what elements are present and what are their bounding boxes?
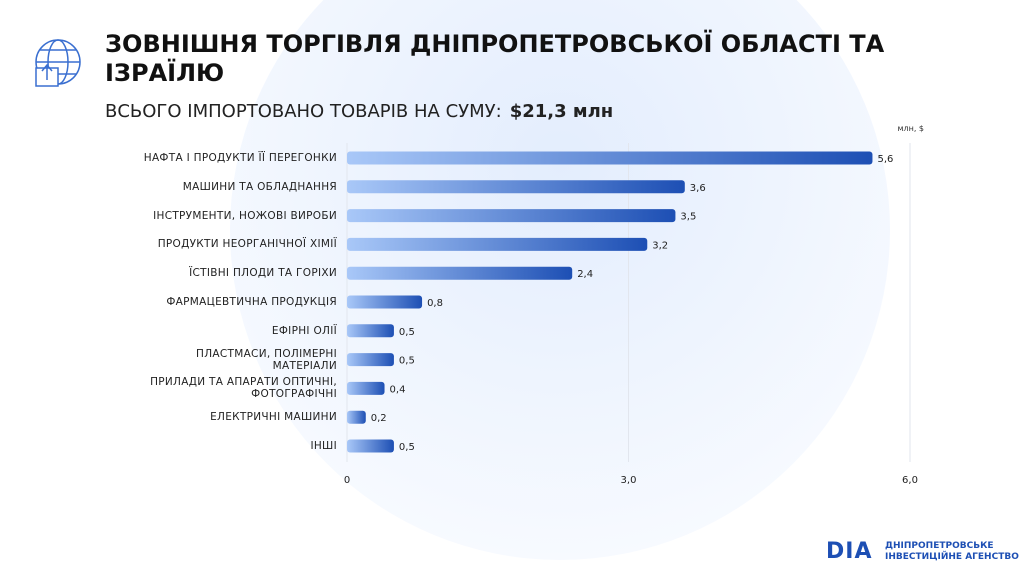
- y-tick-label: НАФТА І ПРОДУКТИ ЇЇ ПЕРЕГОНКИ: [143, 152, 337, 164]
- y-tick-label: ПРИЛАДИ ТА АПАРАТИ ОПТИЧНІ, ФОТОГРАФІЧНІ: [150, 376, 337, 401]
- bar: [347, 237, 648, 251]
- y-tick-label: ФАРМАЦЕВТИЧНА ПРОДУКЦІЯ: [166, 296, 337, 308]
- x-tick-label: 3,0: [621, 475, 637, 486]
- total: $21,3 млн: [509, 101, 614, 122]
- value-label: 0,8: [427, 298, 443, 309]
- value-label: 3,2: [652, 240, 668, 251]
- bar: [347, 381, 385, 395]
- bar: [347, 209, 676, 223]
- value-label: 2,4: [577, 269, 593, 280]
- y-tick-label: МАШИНИ ТА ОБЛАДНАННЯ: [182, 180, 337, 193]
- value-label: 0,5: [399, 356, 415, 367]
- bar: [347, 324, 394, 338]
- value-label: 0,4: [390, 384, 406, 395]
- logo-mark: DIA: [826, 539, 873, 564]
- y-tick-label: ЇСТІВНІ ПЛОДИ ТА ГОРІХИ: [189, 267, 337, 280]
- y-tick-label: ІНШІ: [310, 440, 337, 452]
- value-label: 0,5: [399, 327, 415, 338]
- chart-title: ЗОВНІШНЯ ТОРГІВЛЯ ДНІПРОПЕТРОВСЬКОЇ ОБЛА…: [105, 30, 885, 87]
- axis-label: млн, $: [897, 124, 924, 133]
- value-label: 3,6: [690, 183, 706, 194]
- x-tick-label: 0: [344, 475, 350, 486]
- value-label: 3,5: [680, 212, 696, 223]
- value-label: 0,5: [399, 442, 415, 453]
- value-label: 5,6: [877, 154, 893, 165]
- bar: [347, 410, 366, 424]
- bar: [347, 353, 394, 367]
- y-tick-label: ПЛАСТМАСИ, ПОЛІМЕРНІ МАТЕРІАЛИ: [196, 347, 337, 372]
- background-circle: [230, 0, 890, 560]
- y-tick-label: ПРОДУКТИ НЕОРГАНІЧНОЇ ХІМІЇ: [157, 238, 337, 251]
- bar: [347, 266, 573, 280]
- chart-subtitle: ВСЬОГО ІМПОРТОВАНО ТОВАРІВ НА СУМУ: $21,3…: [105, 101, 613, 122]
- bar: [347, 439, 394, 453]
- subtitle: ВСЬОГО ІМПОРТОВАНО ТОВАРІВ НА СУМУ:: [105, 101, 502, 122]
- value-label: 0,2: [371, 413, 387, 424]
- bar: [347, 180, 685, 194]
- bar: [347, 151, 873, 165]
- y-tick-label: ЕЛЕКТРИЧНІ МАШИНИ: [210, 411, 337, 424]
- y-tick-label: ЕФІРНІ ОЛІЇ: [271, 324, 337, 337]
- x-tick-label: 6,0: [902, 475, 918, 486]
- globe-icon: [35, 39, 81, 87]
- bar: [347, 295, 423, 309]
- y-tick-label: ІНСТРУМЕНТИ, НОЖОВІ ВИРОБИ: [153, 209, 337, 222]
- logo-text: ДНІПРОПЕТРОВСЬКЕ ІНВЕСТИЦІЙНЕ АГЕНСТВО: [885, 541, 1019, 562]
